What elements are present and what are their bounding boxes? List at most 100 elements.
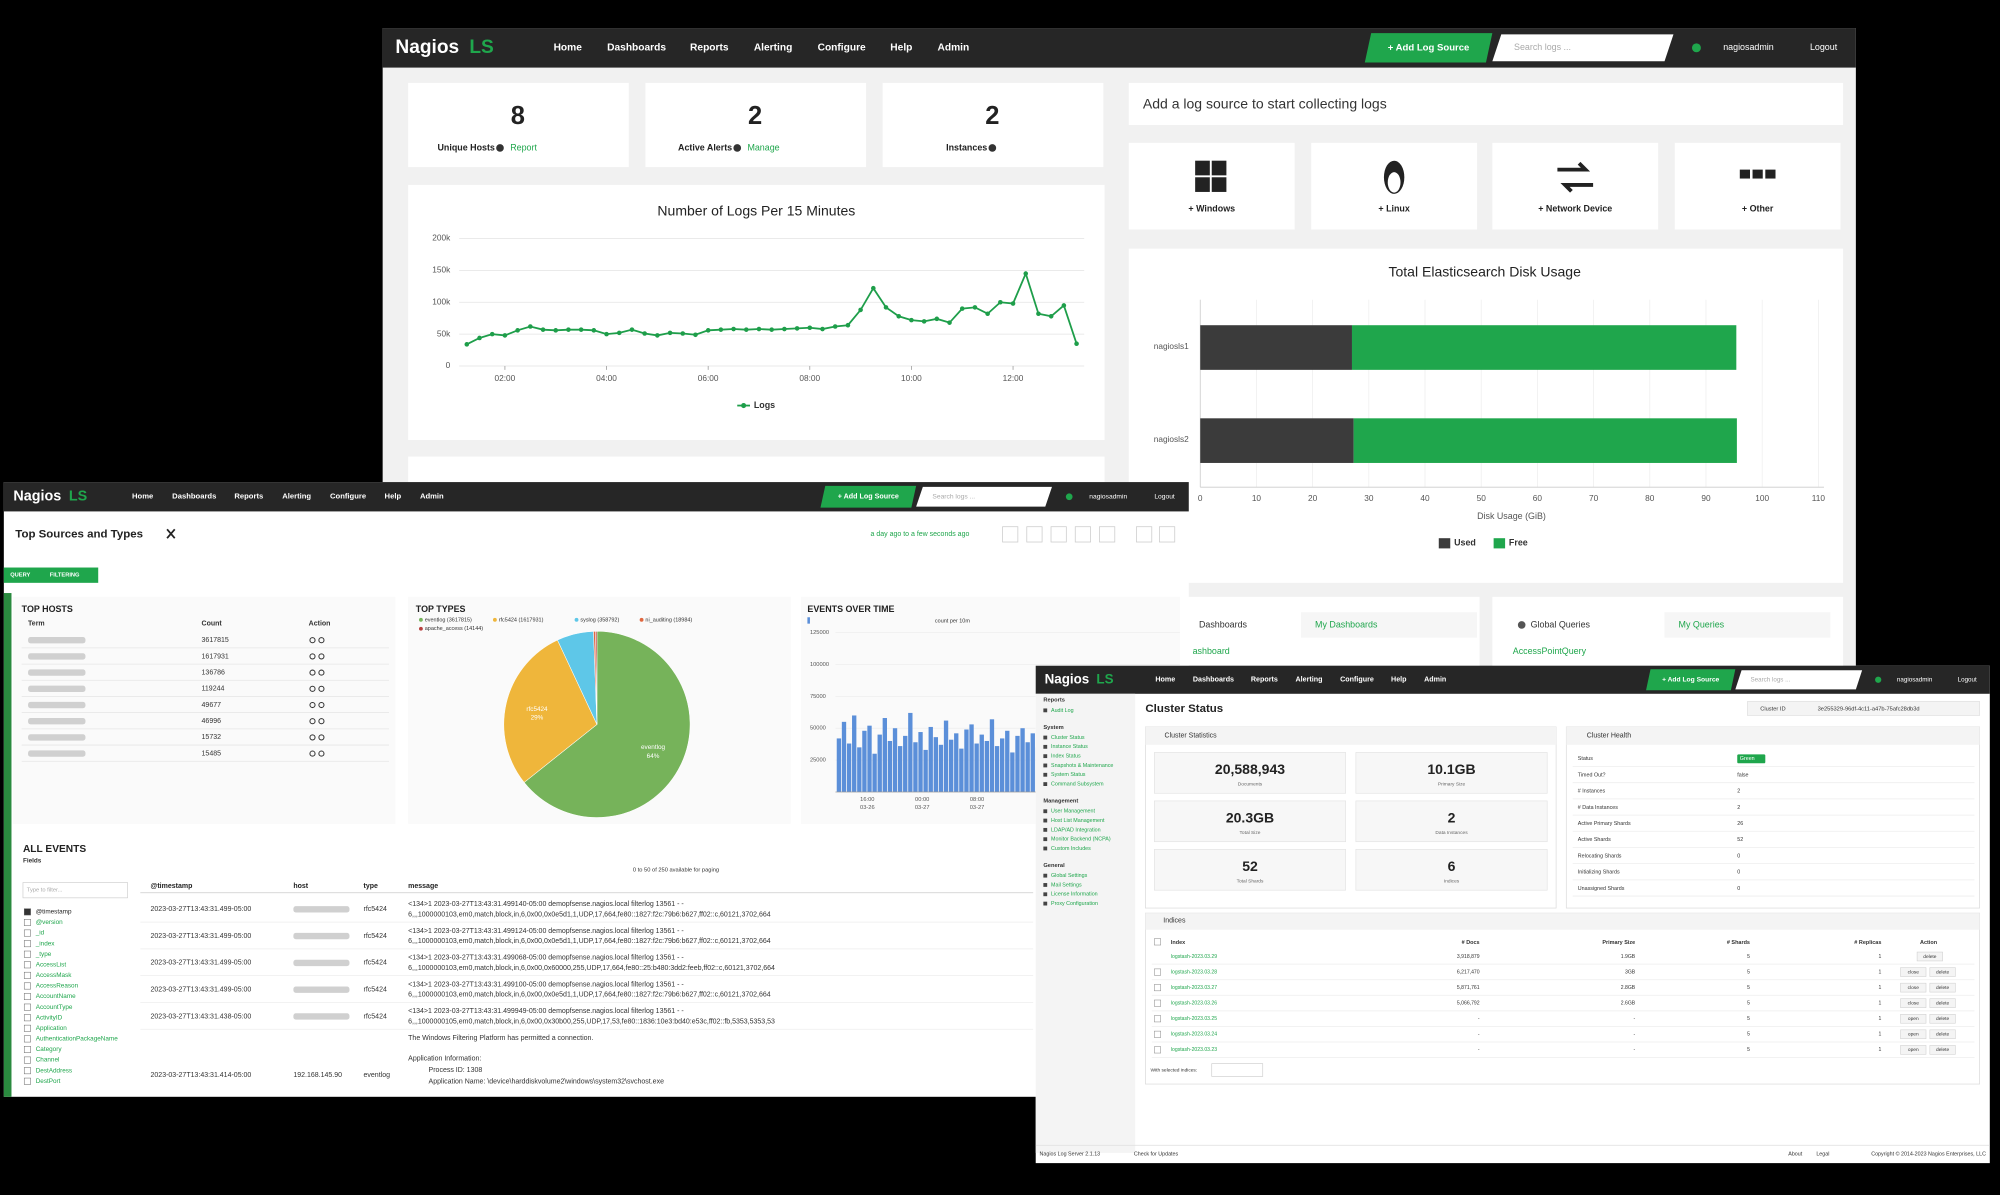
field-name[interactable]: AccountType — [36, 1004, 73, 1011]
action-label[interactable]: close — [1908, 985, 1920, 991]
sidebar-link[interactable]: Monitor Backend (NCPA) — [1051, 837, 1111, 843]
field-name[interactable]: AccessReason — [36, 983, 79, 990]
nav-item[interactable]: Home — [1155, 676, 1175, 684]
action-label[interactable]: delete — [1936, 1047, 1949, 1053]
sidebar-link[interactable]: Cluster Status — [1051, 735, 1085, 741]
search-box[interactable] — [1492, 34, 1674, 62]
action-label[interactable]: delete — [1936, 985, 1949, 991]
dashboard-link[interactable]: ashboard — [1193, 646, 1230, 656]
nav-item[interactable]: Dashboards — [1193, 676, 1234, 684]
sidebar-link[interactable]: User Management — [1051, 809, 1095, 815]
footer-link[interactable]: Check for Updates — [1134, 1152, 1179, 1158]
tag[interactable]: FILTERING — [50, 573, 80, 579]
add-log-source-button[interactable] — [820, 485, 917, 508]
field-name[interactable]: AuthenticationPackageName — [36, 1036, 118, 1043]
sidebar-link[interactable]: Index Status — [1051, 754, 1081, 760]
action-icon[interactable] — [309, 637, 316, 644]
nav-item[interactable]: Admin — [938, 43, 970, 54]
field-name[interactable]: Category — [36, 1046, 63, 1053]
sidebar-link[interactable]: Instance Status — [1051, 744, 1088, 750]
action-icon[interactable] — [309, 701, 316, 709]
nav-item[interactable]: Configure — [1340, 676, 1374, 684]
action-icon[interactable] — [318, 718, 325, 725]
action-label[interactable]: open — [1908, 1017, 1919, 1022]
action-icon[interactable] — [309, 750, 316, 757]
sidebar-link[interactable]: Global Settings — [1051, 873, 1088, 879]
nav-item[interactable]: Help — [1391, 676, 1407, 684]
query-link[interactable]: AccessPointQuery — [1513, 646, 1587, 656]
nav-item[interactable]: Configure — [330, 492, 366, 501]
footer-link[interactable]: About — [1788, 1152, 1802, 1158]
field-name[interactable]: _type — [35, 951, 52, 958]
tile-label[interactable]: + Network Device — [1538, 204, 1612, 214]
field-name[interactable]: AccessList — [36, 961, 67, 968]
action-icon[interactable] — [318, 750, 325, 757]
sidebar-link[interactable]: LDAP/AD Integration — [1051, 827, 1101, 833]
field-name[interactable]: DestAddress — [36, 1067, 72, 1074]
action-label[interactable]: open — [1908, 1048, 1919, 1053]
nav-item[interactable]: Admin — [1424, 676, 1446, 684]
search-box[interactable] — [1735, 670, 1863, 690]
action-label[interactable]: close — [1908, 1000, 1920, 1006]
field-name[interactable]: Application — [36, 1025, 68, 1032]
field-name[interactable]: AccessMask — [36, 972, 73, 979]
action-label[interactable]: delete — [1936, 1000, 1949, 1006]
add-log-source-label[interactable]: + Add Log Source — [1388, 42, 1470, 53]
stat-link[interactable]: Report — [510, 142, 537, 152]
field-name[interactable]: DestPort — [36, 1078, 61, 1085]
action-label[interactable]: close — [1908, 969, 1920, 975]
action-icon[interactable] — [309, 718, 316, 725]
nav-item[interactable]: Admin — [420, 492, 444, 501]
nav-item[interactable]: Reports — [234, 492, 263, 501]
sidebar-link[interactable]: System Status — [1051, 772, 1086, 778]
add-log-source-label[interactable]: + Add Log Source — [838, 493, 899, 501]
nav-item[interactable]: Home — [554, 43, 583, 54]
tab-label[interactable]: Global Queries — [1531, 619, 1591, 629]
action-icon[interactable] — [309, 669, 316, 676]
sidebar-link[interactable]: Command Subsystem — [1051, 781, 1104, 787]
action-icon[interactable] — [309, 685, 316, 692]
nav-item[interactable]: Alerting — [1296, 676, 1323, 684]
time-range[interactable]: a day ago to a few seconds ago — [871, 531, 970, 538]
tab-label[interactable]: My Queries — [1679, 619, 1725, 629]
action-icon[interactable] — [309, 653, 316, 660]
action-label[interactable]: delete — [1936, 1016, 1949, 1022]
nav-item[interactable]: Help — [890, 43, 912, 54]
sidebar-link[interactable]: Mail Settings — [1051, 882, 1082, 888]
user-name[interactable]: nagiosadmin — [1723, 42, 1774, 52]
action-label[interactable]: delete — [1936, 1032, 1949, 1038]
user-name[interactable]: nagiosadmin — [1089, 494, 1127, 501]
tab-label[interactable]: Dashboards — [1199, 619, 1248, 629]
logout-link[interactable]: Logout — [1810, 42, 1838, 52]
sidebar-link[interactable]: Proxy Configuration — [1051, 901, 1098, 907]
sidebar-link[interactable]: Custom Includes — [1051, 846, 1091, 852]
field-name[interactable]: @version — [36, 919, 63, 926]
action-icon[interactable] — [318, 653, 325, 660]
action-icon[interactable] — [318, 685, 325, 692]
action-icon[interactable] — [318, 669, 325, 676]
action-label[interactable]: delete — [1936, 969, 1949, 975]
nav-item[interactable]: Reports — [690, 43, 729, 54]
nav-item[interactable]: Alerting — [754, 43, 793, 54]
logout-link[interactable]: Logout — [1154, 494, 1175, 501]
sidebar-link[interactable]: License Information — [1051, 892, 1098, 898]
action-icon[interactable] — [318, 701, 325, 709]
add-log-source-button[interactable] — [1364, 33, 1493, 63]
sidebar-link[interactable]: Audit Log — [1051, 708, 1074, 714]
field-name[interactable]: AccountName — [36, 993, 76, 1000]
action-label[interactable]: delete — [1923, 954, 1936, 960]
sidebar-link[interactable]: Snapshots & Maintenance — [1051, 763, 1113, 769]
field-name[interactable]: @timestamp — [36, 909, 72, 916]
logout-link[interactable]: Logout — [1958, 676, 1977, 683]
tile-label[interactable]: + Windows — [1188, 204, 1235, 214]
action-icon[interactable] — [318, 637, 325, 644]
add-log-source-label[interactable]: + Add Log Source — [1662, 677, 1719, 684]
field-name[interactable]: _index — [35, 940, 56, 947]
field-name[interactable]: ActivityID — [36, 1014, 63, 1021]
search-box[interactable] — [916, 486, 1052, 507]
nav-item[interactable]: Dashboards — [172, 492, 216, 501]
field-name[interactable]: _id — [35, 930, 45, 937]
user-name[interactable]: nagiosadmin — [1897, 676, 1933, 683]
tab-label[interactable]: My Dashboards — [1315, 619, 1378, 629]
tile-label[interactable]: + Linux — [1378, 204, 1409, 214]
